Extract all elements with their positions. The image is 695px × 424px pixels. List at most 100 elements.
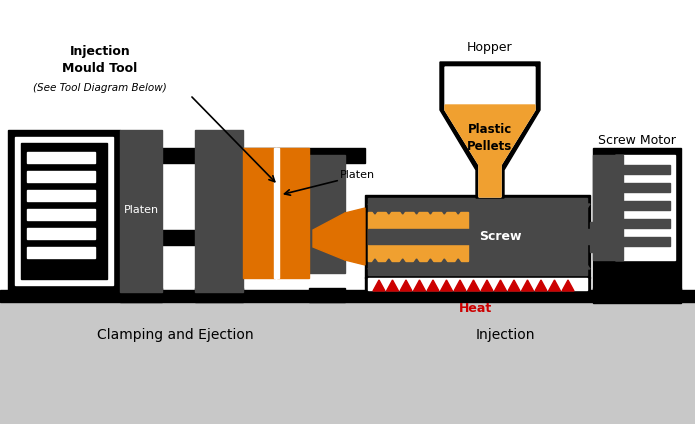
Polygon shape <box>373 280 385 291</box>
Bar <box>618 237 670 246</box>
Polygon shape <box>423 259 437 269</box>
Polygon shape <box>465 259 479 269</box>
Text: (See Tool Diagram Below): (See Tool Diagram Below) <box>33 83 167 93</box>
Polygon shape <box>414 280 425 291</box>
Bar <box>120 148 365 163</box>
Polygon shape <box>454 280 466 291</box>
Polygon shape <box>437 204 451 214</box>
Bar <box>365 195 590 278</box>
Bar <box>309 155 345 273</box>
Text: Heat: Heat <box>459 301 491 315</box>
Polygon shape <box>440 62 540 198</box>
Bar <box>195 288 243 302</box>
Bar <box>618 219 670 228</box>
Polygon shape <box>562 280 574 291</box>
Bar <box>120 288 162 302</box>
Polygon shape <box>451 204 465 214</box>
Polygon shape <box>548 259 562 269</box>
Bar <box>368 198 587 275</box>
Bar <box>615 155 675 260</box>
Bar <box>27 228 95 239</box>
Polygon shape <box>576 204 590 214</box>
Bar <box>195 130 243 292</box>
Bar <box>593 148 681 303</box>
Bar <box>618 165 670 174</box>
Bar <box>618 201 670 210</box>
Polygon shape <box>423 204 437 214</box>
Bar <box>27 152 95 163</box>
Text: Injection: Injection <box>475 328 534 342</box>
Text: Clamping and Ejection: Clamping and Ejection <box>97 328 253 342</box>
Polygon shape <box>534 259 548 269</box>
Polygon shape <box>465 204 479 214</box>
Polygon shape <box>368 204 382 214</box>
Bar <box>120 130 162 292</box>
Polygon shape <box>382 259 395 269</box>
Bar <box>593 155 623 260</box>
Polygon shape <box>534 204 548 214</box>
Polygon shape <box>445 105 535 197</box>
Text: Injection
Mould Tool: Injection Mould Tool <box>63 45 138 75</box>
Text: Screw Motor: Screw Motor <box>598 134 676 147</box>
Bar <box>243 148 275 278</box>
Bar <box>368 278 587 290</box>
Polygon shape <box>495 280 507 291</box>
Polygon shape <box>479 259 493 269</box>
Polygon shape <box>548 204 562 214</box>
Polygon shape <box>548 280 560 291</box>
Bar <box>368 212 468 261</box>
Polygon shape <box>382 204 395 214</box>
Polygon shape <box>395 259 409 269</box>
Polygon shape <box>562 204 576 214</box>
Bar <box>309 288 345 302</box>
Polygon shape <box>441 280 452 291</box>
Text: Plastic
Pellets: Plastic Pellets <box>467 123 513 153</box>
Polygon shape <box>493 204 507 214</box>
Bar <box>27 209 95 220</box>
Bar <box>0 290 695 302</box>
Bar <box>277 148 309 278</box>
Text: Hopper: Hopper <box>467 42 513 55</box>
Polygon shape <box>427 280 439 291</box>
Polygon shape <box>409 204 423 214</box>
Polygon shape <box>479 204 493 214</box>
Bar <box>27 247 95 258</box>
Polygon shape <box>409 259 423 269</box>
Polygon shape <box>481 280 493 291</box>
Bar <box>8 130 120 292</box>
Polygon shape <box>395 204 409 214</box>
Polygon shape <box>508 280 520 291</box>
Polygon shape <box>400 280 412 291</box>
Polygon shape <box>345 208 365 265</box>
Polygon shape <box>437 259 451 269</box>
Polygon shape <box>521 280 534 291</box>
Polygon shape <box>451 259 465 269</box>
Polygon shape <box>521 204 534 214</box>
Bar <box>27 190 95 201</box>
Bar <box>368 229 598 244</box>
Polygon shape <box>386 280 398 291</box>
Bar <box>365 277 590 291</box>
Polygon shape <box>313 213 345 260</box>
Text: Platen: Platen <box>124 205 158 215</box>
Polygon shape <box>507 204 521 214</box>
Polygon shape <box>562 259 576 269</box>
Bar <box>21 143 107 279</box>
Bar <box>590 222 595 252</box>
Polygon shape <box>468 280 480 291</box>
Bar <box>27 171 95 182</box>
Polygon shape <box>535 280 547 291</box>
Polygon shape <box>368 259 382 269</box>
Bar <box>274 148 279 278</box>
Polygon shape <box>493 259 507 269</box>
Text: Platen: Platen <box>340 170 375 180</box>
Polygon shape <box>576 259 590 269</box>
Polygon shape <box>521 259 534 269</box>
Bar <box>0 300 695 424</box>
Bar <box>15 137 113 285</box>
Polygon shape <box>445 67 535 197</box>
Text: Screw: Screw <box>479 231 521 243</box>
Bar <box>593 288 681 302</box>
Polygon shape <box>507 259 521 269</box>
Bar <box>618 183 670 192</box>
